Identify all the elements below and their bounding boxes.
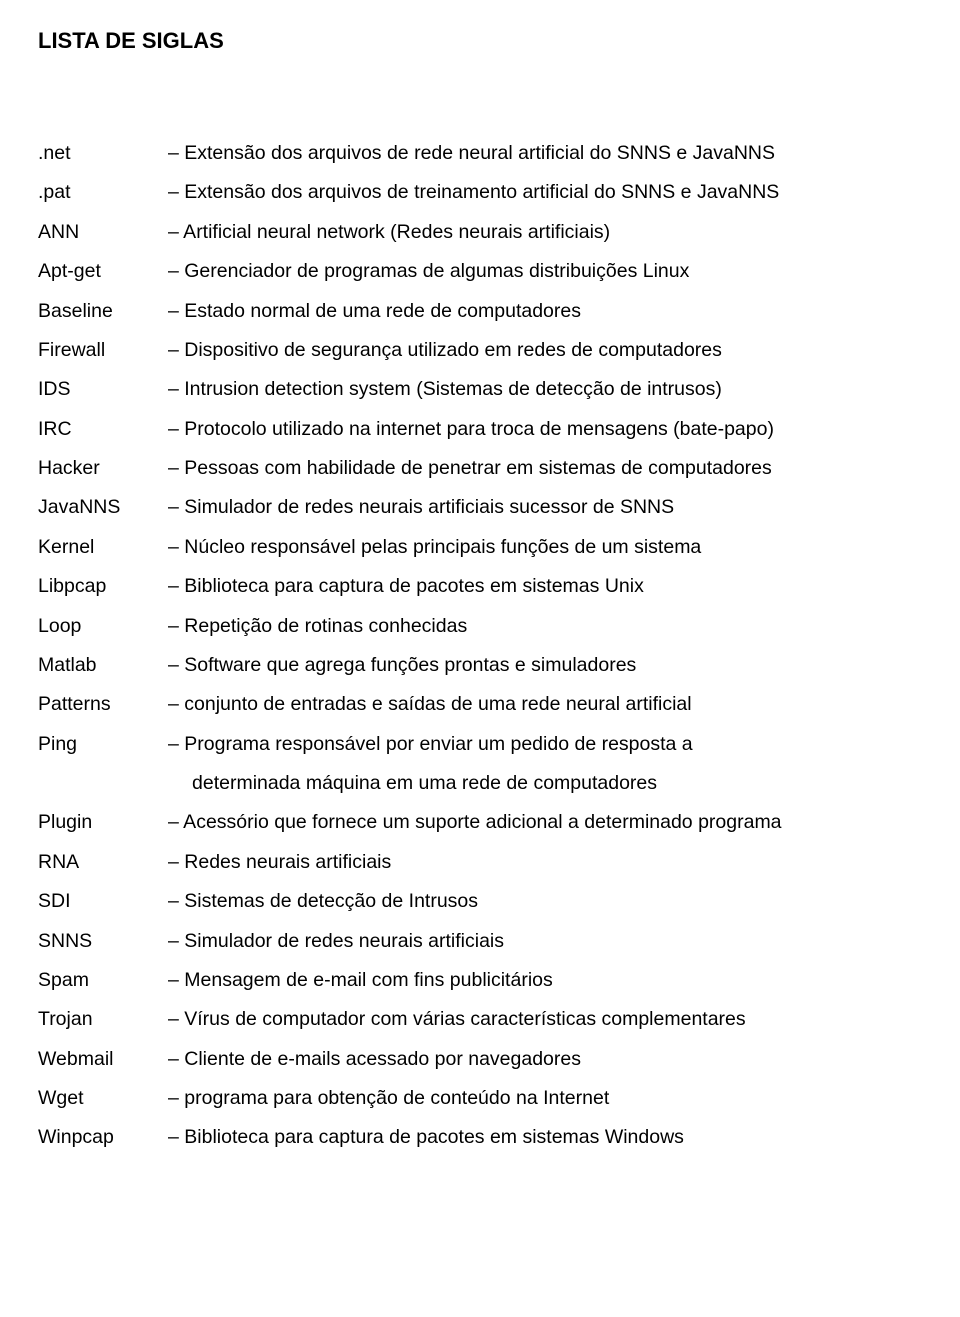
list-item: Webmail– Cliente de e-mails acessado por… — [38, 1040, 922, 1079]
definition: – Núcleo responsável pelas principais fu… — [168, 528, 922, 567]
list-item: Wget– programa para obtenção de conteúdo… — [38, 1079, 922, 1118]
list-item: Plugin– Acessório que fornece um suporte… — [38, 803, 922, 842]
term: Webmail — [38, 1040, 168, 1079]
term: IDS — [38, 370, 168, 409]
list-item: IDS– Intrusion detection system (Sistema… — [38, 370, 922, 409]
list-item: RNA– Redes neurais artificiais — [38, 843, 922, 882]
term: SDI — [38, 882, 168, 921]
list-item: SNNS– Simulador de redes neurais artific… — [38, 922, 922, 961]
term: Patterns — [38, 685, 168, 724]
list-item: Spam– Mensagem de e-mail com fins public… — [38, 961, 922, 1000]
term: Firewall — [38, 331, 168, 370]
document-page: LISTA DE SIGLAS .net– Extensão dos arqui… — [0, 0, 960, 1198]
term: JavaNNS — [38, 488, 168, 527]
list-item: Baseline– Estado normal de uma rede de c… — [38, 292, 922, 331]
definition: – Mensagem de e-mail com fins publicitár… — [168, 961, 922, 1000]
list-item: Ping– Programa responsável por enviar um… — [38, 725, 922, 764]
definition: – Acessório que fornece um suporte adici… — [168, 803, 922, 842]
term: Kernel — [38, 528, 168, 567]
term: .pat — [38, 173, 168, 212]
definition: – Estado normal de uma rede de computado… — [168, 292, 922, 331]
term: Trojan — [38, 1000, 168, 1039]
definition: – Simulador de redes neurais artificiais — [168, 922, 922, 961]
list-item: Loop– Repetição de rotinas conhecidas — [38, 607, 922, 646]
term: IRC — [38, 410, 168, 449]
list-item: Libpcap– Biblioteca para captura de paco… — [38, 567, 922, 606]
definition: – Repetição de rotinas conhecidas — [168, 607, 922, 646]
term: Winpcap — [38, 1118, 168, 1157]
definition: – Biblioteca para captura de pacotes em … — [168, 1118, 922, 1157]
definition: – Biblioteca para captura de pacotes em … — [168, 567, 922, 606]
definition: – Vírus de computador com várias caracte… — [168, 1000, 922, 1039]
term: Baseline — [38, 292, 168, 331]
term: Spam — [38, 961, 168, 1000]
list-item: .net– Extensão dos arquivos de rede neur… — [38, 134, 922, 173]
definition: – conjunto de entradas e saídas de uma r… — [168, 685, 922, 724]
definition: – Artificial neural network (Redes neura… — [168, 213, 922, 252]
definition: – Gerenciador de programas de algumas di… — [168, 252, 922, 291]
term: RNA — [38, 843, 168, 882]
list-item: Firewall– Dispositivo de segurança utili… — [38, 331, 922, 370]
term: ANN — [38, 213, 168, 252]
list-item: SDI– Sistemas de detecção de Intrusos — [38, 882, 922, 921]
definition: – Dispositivo de segurança utilizado em … — [168, 331, 922, 370]
term: Libpcap — [38, 567, 168, 606]
term: Loop — [38, 607, 168, 646]
term: Ping — [38, 725, 168, 764]
term: Matlab — [38, 646, 168, 685]
definition: – Protocolo utilizado na internet para t… — [168, 410, 922, 449]
definition: – Extensão dos arquivos de rede neural a… — [168, 134, 922, 173]
list-item: Matlab– Software que agrega funções pron… — [38, 646, 922, 685]
term: Hacker — [38, 449, 168, 488]
definition: – Redes neurais artificiais — [168, 843, 922, 882]
definition: – Intrusion detection system (Sistemas d… — [168, 370, 922, 409]
definition-continuation: determinada máquina em uma rede de compu… — [38, 764, 922, 803]
list-item: ANN– Artificial neural network (Redes ne… — [38, 213, 922, 252]
definition: – Software que agrega funções prontas e … — [168, 646, 922, 685]
term: Apt-get — [38, 252, 168, 291]
list-item: .pat– Extensão dos arquivos de treinamen… — [38, 173, 922, 212]
term: Plugin — [38, 803, 168, 842]
list-item: Hacker– Pessoas com habilidade de penetr… — [38, 449, 922, 488]
definition: – Simulador de redes neurais artificiais… — [168, 488, 922, 527]
list-item: Patterns– conjunto de entradas e saídas … — [38, 685, 922, 724]
definition: – Programa responsável por enviar um ped… — [168, 725, 922, 764]
list-item: Trojan– Vírus de computador com várias c… — [38, 1000, 922, 1039]
page-title: LISTA DE SIGLAS — [38, 28, 922, 54]
definition: – Cliente de e-mails acessado por navega… — [168, 1040, 922, 1079]
list-item: Kernel– Núcleo responsável pelas princip… — [38, 528, 922, 567]
list-item: Apt-get– Gerenciador de programas de alg… — [38, 252, 922, 291]
definition: – programa para obtenção de conteúdo na … — [168, 1079, 922, 1118]
list-item: Winpcap– Biblioteca para captura de paco… — [38, 1118, 922, 1157]
definition: – Extensão dos arquivos de treinamento a… — [168, 173, 922, 212]
definition: – Sistemas de detecção de Intrusos — [168, 882, 922, 921]
term: SNNS — [38, 922, 168, 961]
definition-list: .net– Extensão dos arquivos de rede neur… — [38, 134, 922, 1158]
term: .net — [38, 134, 168, 173]
term: Wget — [38, 1079, 168, 1118]
list-item: IRC– Protocolo utilizado na internet par… — [38, 410, 922, 449]
definition: – Pessoas com habilidade de penetrar em … — [168, 449, 922, 488]
list-item: JavaNNS– Simulador de redes neurais arti… — [38, 488, 922, 527]
